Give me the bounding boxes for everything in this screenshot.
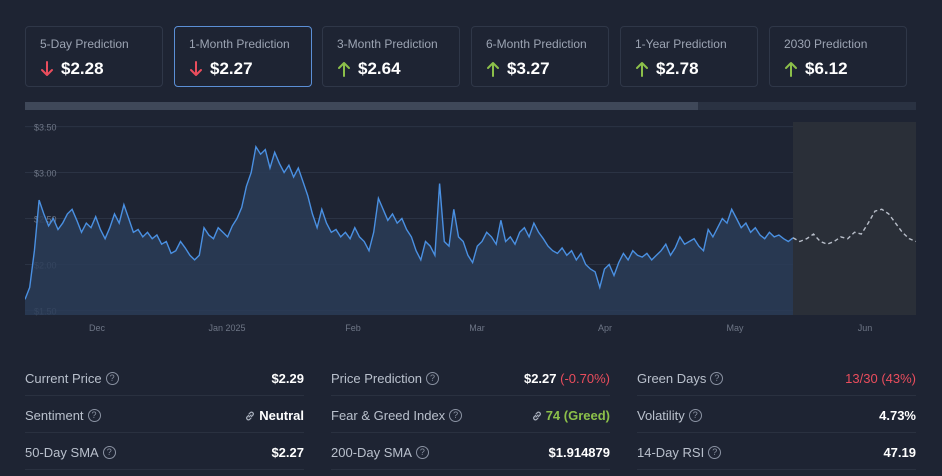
stat-price-prediction: Price Prediction? $2.27 (-0.70%): [331, 360, 610, 396]
prediction-value: $6.12: [805, 59, 848, 78]
stat-label: Green Days: [637, 371, 707, 386]
stat-label: Current Price: [25, 371, 102, 386]
stat-200-day-sma: 200-Day SMA? $1.914879: [331, 434, 610, 470]
y-tick-label: $3.50: [34, 123, 57, 133]
x-tick-label: Jun: [858, 323, 873, 333]
prediction-card-5-day[interactable]: 5-Day Prediction $2.28: [25, 26, 163, 87]
prediction-value: $2.27: [210, 59, 253, 78]
stat-label: 200-Day SMA: [331, 445, 412, 460]
price-line: [25, 144, 794, 300]
prediction-label: 3-Month Prediction: [337, 37, 438, 51]
stat-volatility: Volatility? 4.73%: [637, 397, 916, 433]
stat-green-days: Green Days? 13/30 (43%): [637, 360, 916, 396]
help-icon[interactable]: ?: [102, 446, 116, 459]
x-tick-label: Feb: [345, 323, 361, 333]
stat-label: Fear & Greed Index: [331, 408, 446, 423]
prediction-cards: 5-Day Prediction $2.28 1-Month Predictio…: [25, 26, 909, 89]
stat-value: Neutral: [259, 408, 304, 423]
stat-fear-greed: Fear & Greed Index? 74 (Greed): [331, 397, 610, 433]
prediction-value: $3.27: [507, 59, 550, 78]
stat-label: Sentiment: [25, 408, 84, 423]
stat-label: Volatility: [637, 408, 685, 423]
arrow-up-icon: [338, 62, 350, 77]
stat-value: 47.19: [883, 445, 916, 460]
stat-label: Price Prediction: [331, 371, 423, 386]
arrow-down-icon: [190, 61, 202, 76]
stat-50-day-sma: 50-Day SMA? $2.27: [25, 434, 304, 470]
stat-value: $1.914879: [548, 445, 610, 460]
stat-value: 13/30 (43%): [845, 371, 916, 386]
link-icon[interactable]: [531, 410, 543, 422]
prediction-card-1-month[interactable]: 1-Month Prediction $2.27: [174, 26, 312, 87]
prediction-card-3-month[interactable]: 3-Month Prediction $2.64: [322, 26, 460, 87]
help-icon[interactable]: ?: [708, 446, 722, 459]
stat-value: 74 (Greed): [545, 408, 610, 423]
prediction-card-2030[interactable]: 2030 Prediction $6.12: [769, 26, 907, 87]
stat-14-day-rsi: 14-Day RSI? 47.19: [637, 434, 916, 470]
arrow-up-icon: [487, 62, 499, 77]
help-icon[interactable]: ?: [426, 372, 440, 385]
help-icon[interactable]: ?: [710, 372, 724, 385]
prediction-value: $2.28: [61, 59, 104, 78]
help-icon[interactable]: ?: [415, 446, 429, 459]
help-icon[interactable]: ?: [449, 409, 463, 422]
stat-value: $2.29: [271, 371, 304, 386]
help-icon[interactable]: ?: [87, 409, 101, 422]
prediction-label: 1-Year Prediction: [635, 37, 727, 51]
prediction-label: 1-Month Prediction: [189, 37, 290, 51]
price-area: [25, 146, 793, 315]
stat-label: 14-Day RSI: [637, 445, 705, 460]
stat-value: $2.27: [271, 445, 304, 460]
prediction-label: 5-Day Prediction: [40, 37, 129, 51]
price-chart: $3.50$3.00$2.50$2.00$1.50DecJan 2025FebM…: [25, 122, 916, 333]
x-tick-label: Dec: [89, 323, 106, 333]
stat-sentiment: Sentiment? Neutral: [25, 397, 304, 433]
prediction-value: $2.78: [656, 59, 699, 78]
stat-label: 50-Day SMA: [25, 445, 99, 460]
x-tick-label: Apr: [598, 323, 612, 333]
prediction-card-1-year[interactable]: 1-Year Prediction $2.78: [620, 26, 758, 87]
chart-range-scrollbar[interactable]: [25, 102, 916, 110]
x-tick-label: May: [726, 323, 744, 333]
arrow-down-icon: [41, 61, 53, 76]
stat-value: $2.27: [523, 371, 557, 386]
arrow-up-icon: [785, 62, 797, 77]
stat-current-price: Current Price? $2.29: [25, 360, 304, 396]
arrow-up-icon: [636, 62, 648, 77]
link-icon[interactable]: [244, 410, 256, 422]
prediction-label: 6-Month Prediction: [486, 37, 587, 51]
chart-range-scrollbar-thumb[interactable]: [25, 102, 698, 110]
y-tick-label: $3.00: [34, 169, 57, 179]
stat-value: 4.73%: [879, 408, 916, 423]
x-tick-label: Jan 2025: [208, 323, 245, 333]
prediction-label: 2030 Prediction: [784, 37, 868, 51]
x-tick-label: Mar: [469, 323, 485, 333]
stat-change: (-0.70%): [560, 371, 610, 386]
forecast-region: [793, 122, 916, 315]
help-icon[interactable]: ?: [105, 372, 119, 385]
prediction-card-6-month[interactable]: 6-Month Prediction $3.27: [471, 26, 609, 87]
help-icon[interactable]: ?: [688, 409, 702, 422]
prediction-value: $2.64: [358, 59, 401, 78]
forecast-line: [792, 208, 916, 245]
